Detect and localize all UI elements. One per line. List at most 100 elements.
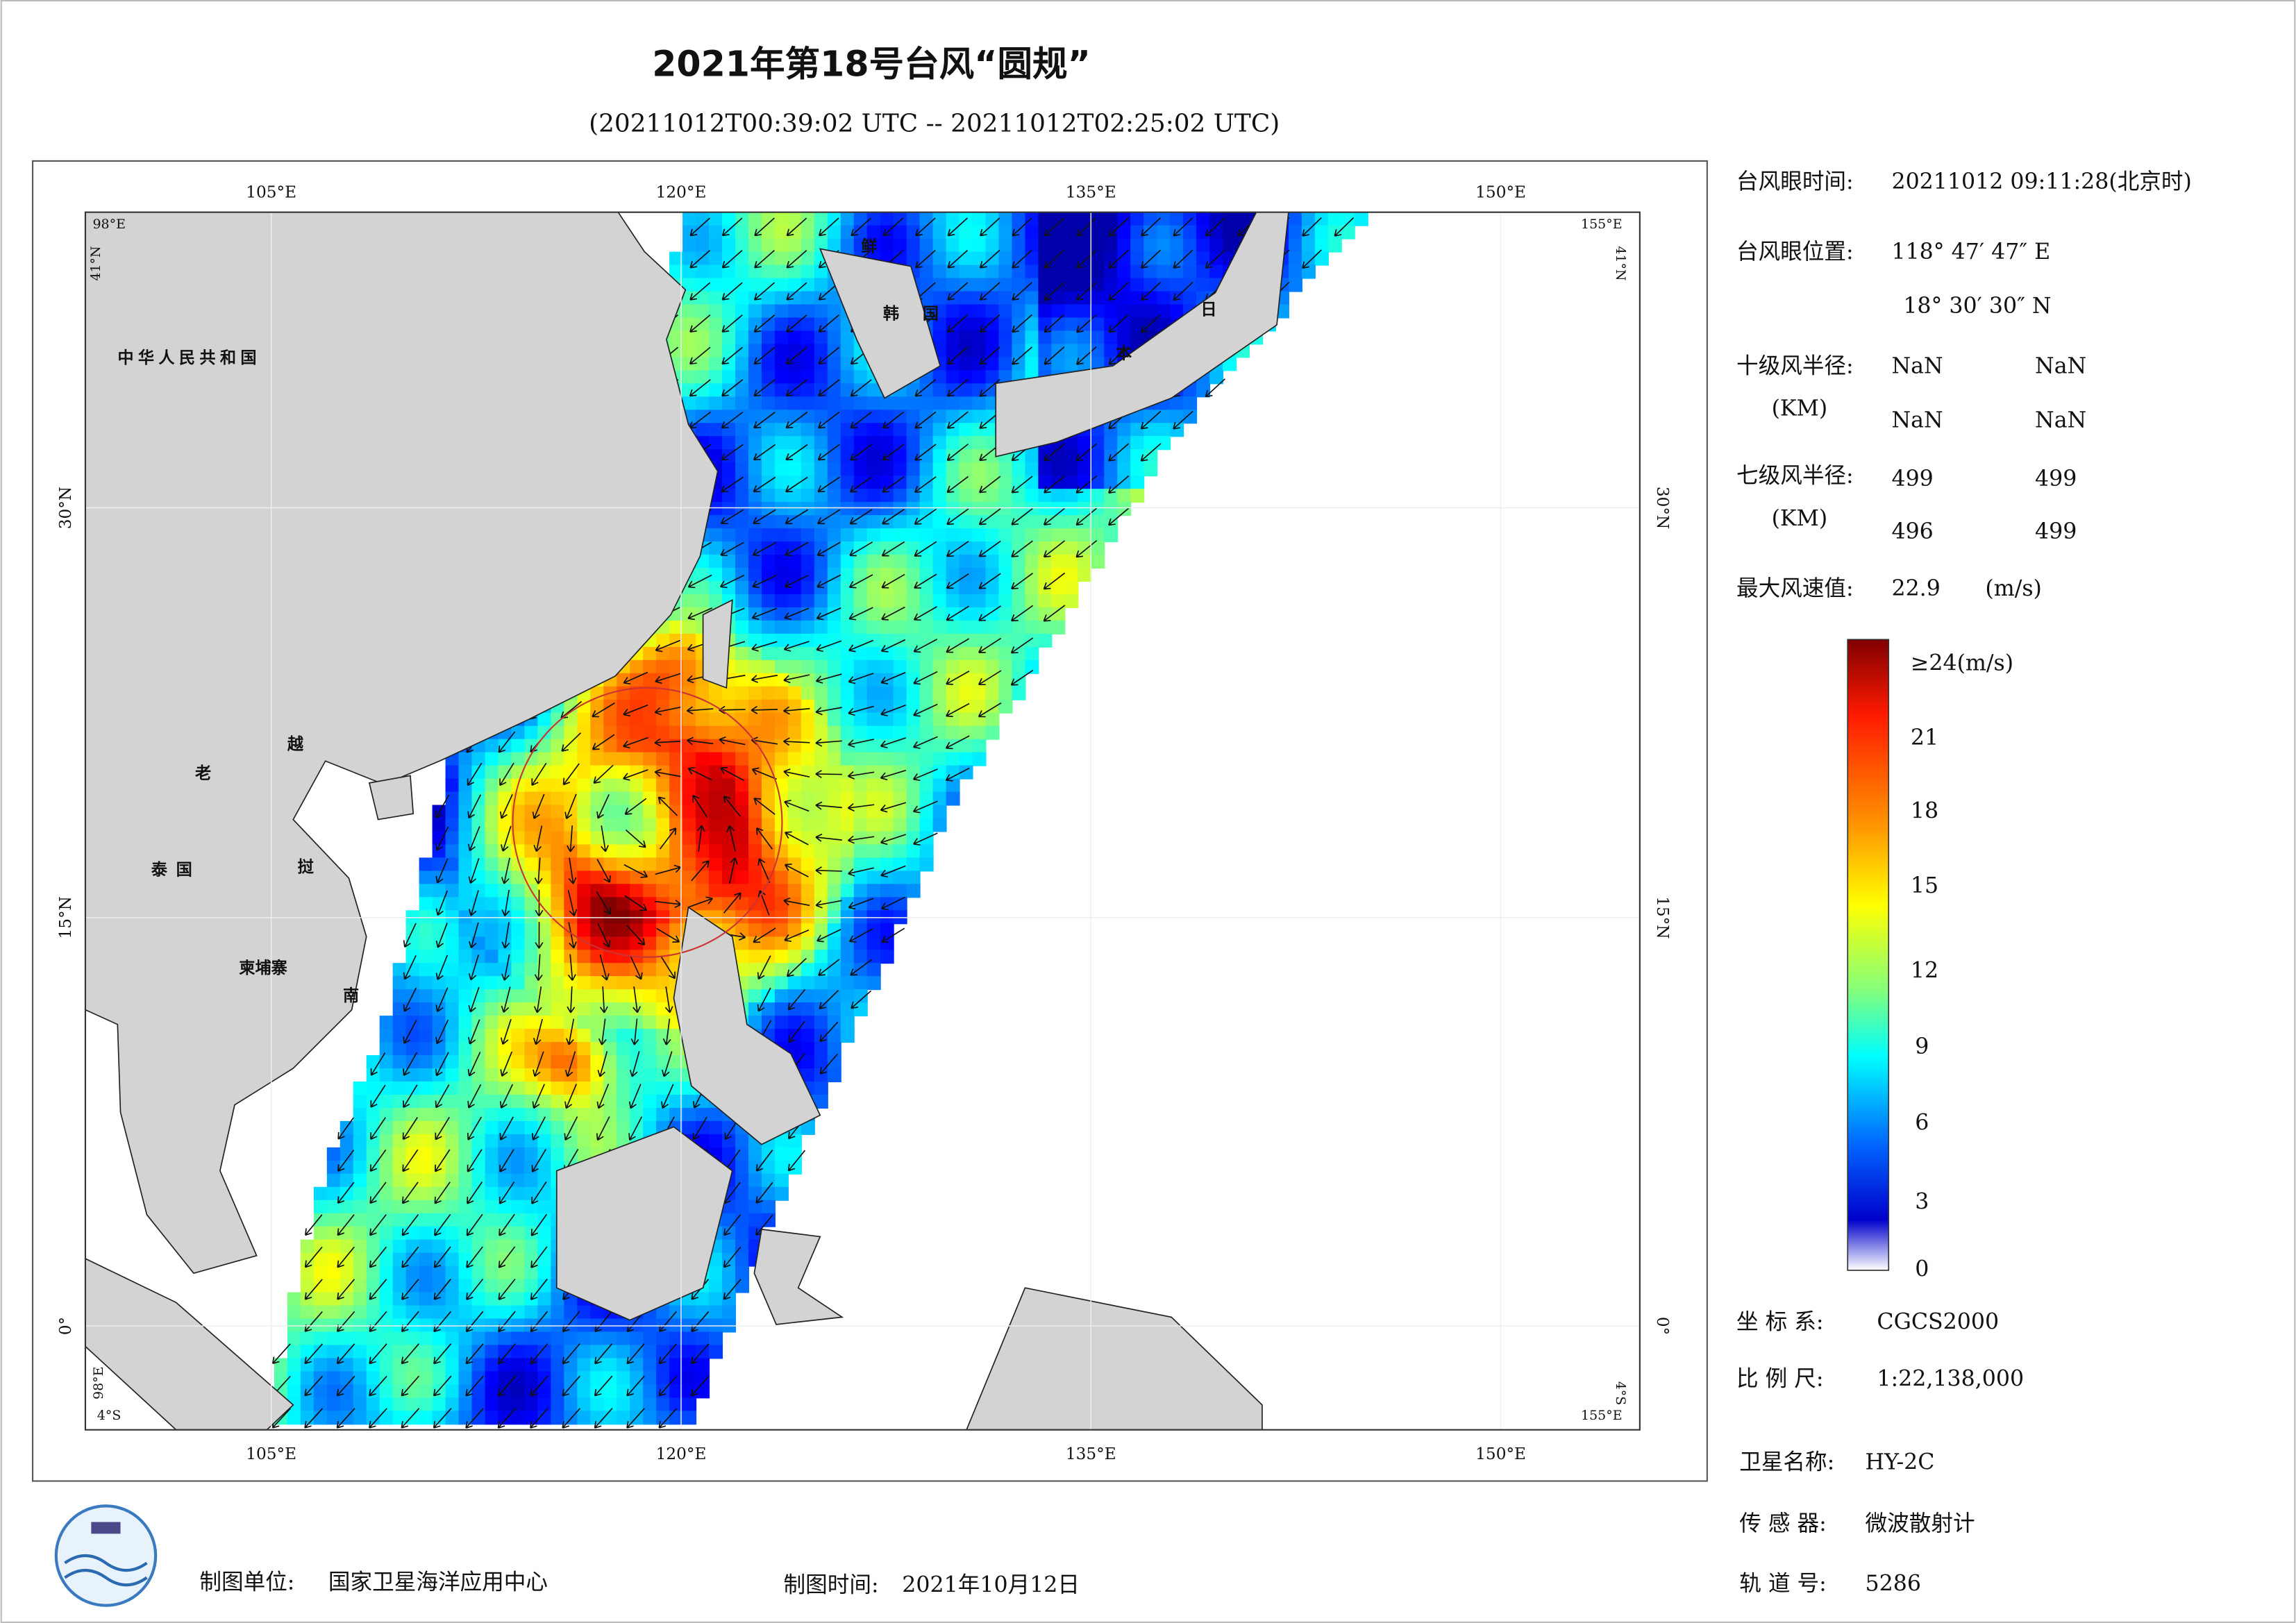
wind-cell <box>471 1252 486 1267</box>
wind-cell <box>814 791 828 806</box>
wind-cell <box>537 1358 552 1372</box>
wind-cell <box>682 1120 697 1135</box>
wind-cell <box>787 923 802 938</box>
wind-cell <box>801 686 815 700</box>
wind-cell <box>405 1173 420 1188</box>
wind-arrow <box>401 1213 419 1236</box>
wind-cell <box>1130 476 1145 490</box>
wind-cell <box>893 555 907 569</box>
wind-cell <box>1078 278 1092 292</box>
wind-cell <box>866 541 881 556</box>
wind-arrow <box>847 835 875 844</box>
wind-cell <box>669 739 684 753</box>
wind-cell <box>787 304 802 319</box>
wind-cell <box>419 1305 433 1320</box>
wind-cell <box>577 818 592 832</box>
wind-cell <box>787 897 802 911</box>
wind-cell <box>1130 330 1145 345</box>
wind-arrow <box>880 802 907 813</box>
wind-arrow <box>499 1084 514 1109</box>
wind-cell <box>774 515 789 530</box>
wind-cell <box>551 1081 565 1095</box>
wind-cell <box>748 936 762 951</box>
wind-arrow <box>467 762 483 787</box>
wind-cell <box>959 528 973 543</box>
wind-cell <box>682 317 697 332</box>
wind-arrow <box>687 737 714 746</box>
wind-cell <box>840 541 855 556</box>
wind-cell <box>471 844 486 859</box>
wind-cell <box>985 673 1000 687</box>
wind-cell <box>379 1016 394 1030</box>
wind-cell <box>590 725 605 740</box>
wind-cell <box>774 304 789 319</box>
wind-cell <box>959 659 973 674</box>
wind-cell <box>853 976 868 991</box>
wind-cell <box>1025 330 1039 345</box>
wind-cell <box>906 673 921 687</box>
wind-cell <box>761 528 776 543</box>
meta-value: 微波散射计 <box>1866 1511 1975 1536</box>
wind-cell <box>1064 304 1079 319</box>
wind-cell <box>1025 567 1039 582</box>
wind-cell <box>814 725 828 740</box>
wind-arrow <box>819 1053 838 1075</box>
wind-arrow <box>786 314 807 333</box>
wind-cell <box>590 1397 605 1412</box>
wind-cell <box>893 884 907 898</box>
wind-cell <box>485 950 499 964</box>
wind-cell <box>485 1002 499 1017</box>
wind-cell <box>1143 278 1158 292</box>
wind-cell <box>906 725 921 740</box>
wind-cell <box>709 423 723 437</box>
wind-cell <box>735 330 750 345</box>
wind-cell <box>1025 528 1039 543</box>
wind-cell <box>537 1331 552 1346</box>
wind-arrow <box>723 1279 741 1300</box>
wind-cell <box>445 1147 460 1161</box>
wind-cell <box>959 304 973 319</box>
wind-cell <box>1288 212 1302 226</box>
wind-arrow <box>847 803 875 812</box>
wind-cell <box>722 225 737 239</box>
wind-arrow <box>435 890 449 916</box>
wind-cell <box>735 739 750 753</box>
wind-cell <box>906 580 921 595</box>
wind-arrow <box>723 1214 741 1236</box>
wind-cell <box>511 1094 526 1109</box>
wind-cell <box>419 871 433 885</box>
wind-cell <box>946 436 960 451</box>
wind-cell <box>445 1042 460 1057</box>
wind-arrow <box>562 763 580 786</box>
wind-arrow <box>1044 282 1065 301</box>
wind-arrow <box>850 379 872 397</box>
wind-cell <box>709 344 723 358</box>
wind-cell <box>1157 423 1171 437</box>
wind-cell <box>617 871 631 885</box>
wind-cell <box>787 238 802 253</box>
wind-cell <box>432 1042 446 1057</box>
wind-cell <box>419 1120 433 1135</box>
wind-cell <box>617 1384 631 1399</box>
wind-cell <box>748 950 762 964</box>
wind-cell <box>617 1068 631 1083</box>
wind-cell <box>471 976 486 991</box>
wind-cell <box>669 1411 684 1425</box>
wind-arrow <box>880 865 906 877</box>
wind-arrow <box>723 1246 741 1268</box>
wind-cell <box>787 370 802 385</box>
wind-cell <box>1157 225 1171 239</box>
wind-cell <box>617 844 631 859</box>
wind-cell <box>564 1107 578 1122</box>
wind-cell <box>617 1081 631 1095</box>
wind-cell <box>485 1252 499 1267</box>
wind-cell <box>630 1358 644 1372</box>
wind-cell <box>300 1411 315 1425</box>
wind-cell <box>537 1002 552 1017</box>
wind-arrow <box>435 955 449 980</box>
wind-cell <box>709 317 723 332</box>
wind-cell <box>946 778 960 793</box>
wind-cell <box>590 1107 605 1122</box>
wind-arrow <box>564 1051 576 1077</box>
wind-cell <box>485 1173 499 1188</box>
